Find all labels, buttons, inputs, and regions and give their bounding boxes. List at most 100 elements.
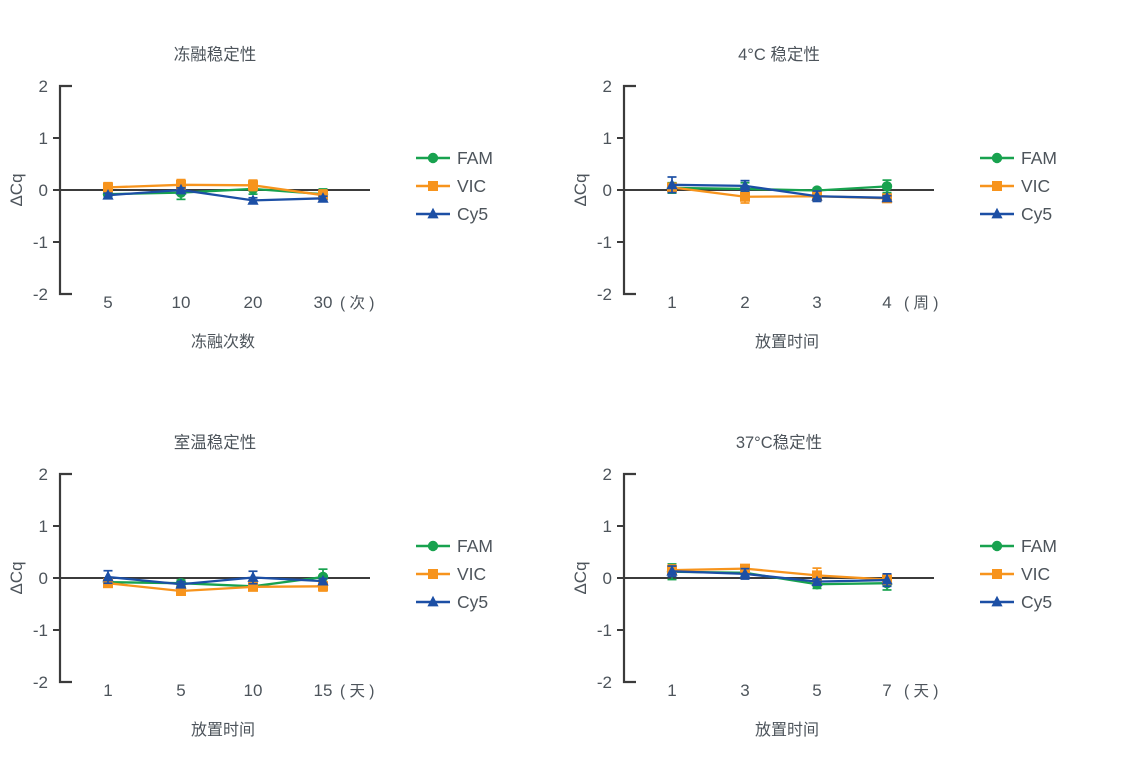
x-tick-label: 2 (740, 293, 749, 312)
series-line-Cy5 (107, 575, 324, 586)
y-axis-title: ΔCq (571, 561, 590, 594)
legend-label: FAM (1021, 148, 1057, 168)
series-FAM (666, 179, 893, 197)
legend: FAM VIC Cy5 (980, 148, 1057, 224)
y-tick-label: 1 (603, 517, 612, 536)
legend-triangle-icon (991, 207, 1003, 219)
x-axis-title: 放置时间 (755, 721, 819, 739)
y-tick-label: 2 (603, 465, 612, 484)
series-line-VIC (107, 582, 324, 593)
x-tick-label: 5 (812, 681, 821, 700)
legend-item-Cy5: Cy5 (416, 204, 488, 224)
x-tick-label: 30 (314, 293, 333, 312)
marker-Cy5 (317, 574, 329, 586)
marker-VIC (103, 182, 113, 193)
y-tick-label: -1 (33, 233, 48, 252)
legend-triangle-icon (427, 595, 439, 607)
x-tick-label: 5 (103, 293, 112, 312)
legend-label: FAM (457, 536, 493, 556)
marker-VIC (248, 581, 258, 592)
series-line-FAM (107, 575, 324, 588)
legend-item-VIC: VIC (980, 176, 1050, 196)
x-tick-label: 1 (667, 681, 676, 700)
y-tick-label: -1 (33, 621, 48, 640)
legend: FAM VIC Cy5 (416, 536, 493, 612)
legend-label: VIC (457, 176, 486, 196)
x-axis-title: 放置时间 (755, 333, 819, 351)
chart-title: 冻融稳定性 (174, 45, 257, 64)
series-Cy5 (666, 176, 893, 203)
x-axis-title: 放置时间 (191, 721, 255, 739)
legend-label: FAM (457, 148, 493, 168)
y-tick-label: 0 (39, 569, 48, 588)
chart-cell-4: 37°C稳定性 2 1 0 -1 -2 ΔCq 1 3 5 7 ( 天 ) 放置时间 FAM VIC Cy5 (564, 388, 1128, 771)
marker-Cy5 (666, 178, 678, 190)
marker-Cy5 (811, 190, 823, 201)
y-tick-label: 2 (603, 77, 612, 96)
chart-4-svg: 37°C稳定性 2 1 0 -1 -2 ΔCq 1 3 5 7 ( 天 ) 放置时间 FAM VIC Cy5 (571, 433, 1057, 739)
x-tick-label: 10 (244, 681, 263, 700)
legend-label: VIC (1021, 564, 1050, 584)
legend-triangle-icon (427, 207, 439, 219)
marker-Cy5 (739, 567, 751, 579)
chart-title: 37°C稳定性 (736, 433, 822, 452)
chart-cell-3: 室温稳定性 2 1 0 -1 -2 ΔCq 1 5 10 15( 天 ) 放置时间 FAM VIC Cy5 (0, 388, 564, 771)
marker-Cy5 (317, 192, 329, 203)
series-line-FAM (671, 185, 888, 192)
legend: FAM VIC Cy5 (980, 536, 1057, 612)
legend-item-FAM: FAM (416, 536, 493, 556)
marker-VIC (812, 570, 822, 581)
x-tick-label: 5 (176, 681, 185, 700)
marker-Cy5 (102, 189, 114, 200)
y-tick-label: 0 (39, 181, 48, 200)
x-tick-label: 1 (103, 681, 112, 700)
marker-FAM (881, 181, 893, 192)
x-unit-label: ( 次 ) (340, 294, 374, 312)
legend-label: VIC (1021, 176, 1050, 196)
x-tick-label: 15 (314, 681, 333, 700)
legend-square-icon (992, 181, 1002, 191)
series-line-Cy5 (671, 570, 888, 583)
y-tick-label: 0 (603, 569, 612, 588)
legend-circle-icon (427, 540, 439, 552)
legend-circle-icon (991, 152, 1003, 164)
series-Cy5 (102, 183, 329, 205)
y-tick-label: -2 (597, 673, 612, 692)
legend-square-icon (428, 181, 438, 191)
legend-triangle-icon (991, 595, 1003, 607)
chart-cell-2: 4°C 稳定性 2 1 0 -1 -2 ΔCq 1 2 3 4 ( 周 ) 放置时间 FAM VIC Cy5 (564, 0, 1128, 388)
legend-circle-icon (427, 152, 439, 164)
y-tick-label: -1 (597, 621, 612, 640)
x-axis-title: 冻融次数 (191, 333, 255, 351)
legend-label: Cy5 (1021, 592, 1052, 612)
y-tick-label: 2 (39, 77, 48, 96)
x-tick-label: 7 (882, 681, 891, 700)
series-Cy5 (102, 569, 329, 589)
legend-item-VIC: VIC (980, 564, 1050, 584)
legend-item-Cy5: Cy5 (416, 592, 488, 612)
x-tick-label: 4 (882, 293, 891, 312)
y-tick-label: -2 (597, 285, 612, 304)
legend-label: VIC (457, 564, 486, 584)
legend-square-icon (992, 569, 1002, 579)
series-line-Cy5 (671, 183, 888, 199)
x-unit-label: ( 天 ) (904, 683, 938, 700)
series-Cy5 (666, 565, 893, 588)
y-tick-label: 1 (603, 129, 612, 148)
x-unit-label: ( 周 ) (904, 295, 938, 312)
marker-Cy5 (175, 578, 187, 589)
y-tick-label: 1 (39, 517, 48, 536)
x-tick-label: 3 (740, 681, 749, 700)
y-tick-label: -2 (33, 285, 48, 304)
marker-VIC (248, 180, 258, 191)
y-tick-label: 0 (603, 181, 612, 200)
legend-item-Cy5: Cy5 (980, 592, 1052, 612)
legend-item-FAM: FAM (980, 536, 1057, 556)
y-axis-title: ΔCq (7, 561, 26, 594)
marker-Cy5 (666, 565, 678, 576)
y-tick-label: -2 (33, 673, 48, 692)
y-tick-label: -1 (597, 233, 612, 252)
